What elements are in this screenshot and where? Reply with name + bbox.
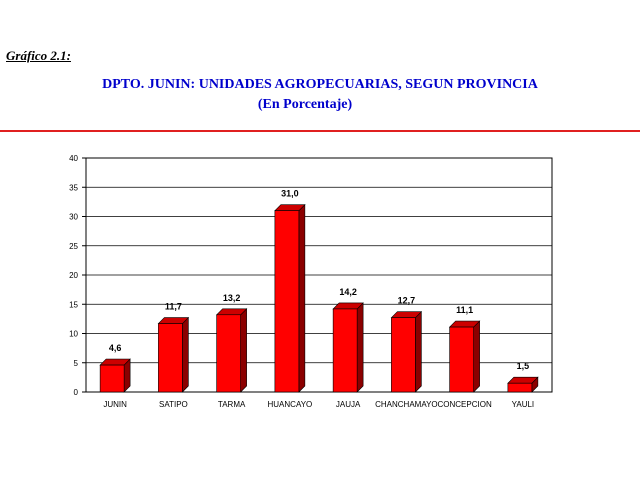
bar-front: [332, 308, 358, 393]
data-label: 1,5: [517, 361, 530, 371]
axes: 0 5 10 15 20 25 30 35 40: [69, 154, 86, 397]
x-tick-label: HUANCAYO: [268, 400, 313, 409]
figure-label: Gráfico 2.1:: [6, 48, 71, 63]
y-tick-label: 10: [69, 330, 78, 339]
chart-subtitle: (En Porcentaje): [257, 97, 353, 112]
y-tick-label: 40: [69, 154, 78, 163]
bar: [274, 203, 306, 393]
y-tick-label: 15: [69, 300, 78, 309]
bar: [448, 320, 481, 393]
bar-side: [298, 203, 306, 393]
x-tick-label: CONCEPCION: [438, 400, 492, 409]
data-label: 11,7: [165, 302, 182, 312]
y-tick-label: 0: [74, 388, 79, 397]
x-tick-label: TARMA: [218, 400, 246, 409]
data-label: 12,7: [398, 296, 416, 306]
bar-front: [216, 314, 241, 393]
bar-front: [158, 323, 183, 393]
bar-side: [240, 308, 247, 393]
bar-front: [507, 382, 533, 393]
gridlines: [85, 157, 553, 393]
bar-side: [415, 310, 422, 393]
bar: [390, 310, 423, 393]
data-label: 11,1: [456, 305, 473, 315]
data-label: 4,6: [109, 343, 122, 353]
x-tick-label: JAUJA: [336, 400, 361, 409]
data-label: 14,2: [339, 287, 357, 297]
x-tick-label: CHANCHAMAYO: [375, 400, 438, 409]
x-tick-label: JUNIN: [103, 400, 127, 409]
bars: [99, 203, 539, 393]
header-rule: [0, 130, 640, 132]
data-label: 31,0: [281, 189, 299, 199]
bar-side: [473, 320, 480, 393]
y-tick-label: 5: [74, 359, 79, 368]
x-tick-label: YAULI: [512, 400, 535, 409]
bar-side: [356, 302, 364, 393]
y-tick-label: 20: [69, 271, 78, 280]
y-tick-label: 35: [69, 183, 78, 192]
bar: [157, 316, 190, 393]
bar-side: [182, 316, 189, 393]
y-tick-label: 25: [69, 242, 78, 251]
labels: 4,6 JUNIN 11,7 SATIPO 13,2 TARMA 31,0 HUANCAYO 1…: [103, 189, 534, 409]
bar: [507, 376, 539, 393]
bar-front: [274, 210, 300, 393]
bar: [99, 358, 131, 393]
data-label: 13,2: [223, 293, 241, 303]
bar: [215, 308, 248, 393]
y-tick-label: 30: [69, 213, 78, 222]
x-tick-label: SATIPO: [159, 400, 188, 409]
chart-title: DPTO. JUNIN: UNIDADES AGROPECUARIAS, SEG…: [102, 77, 538, 92]
bar-front: [99, 364, 125, 393]
bar: [332, 302, 364, 393]
bar-front: [449, 326, 474, 393]
bar-front: [391, 317, 416, 393]
